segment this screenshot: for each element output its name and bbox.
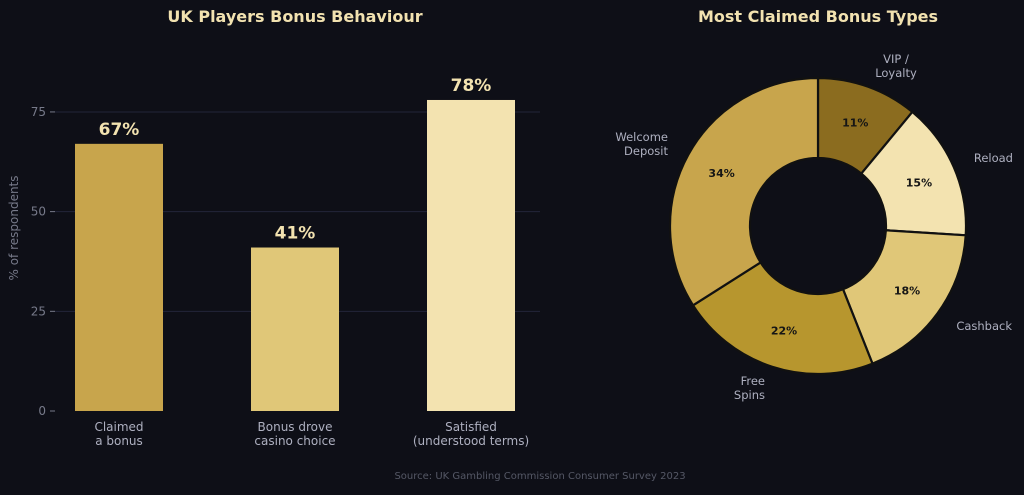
source-note: Source: UK Gambling Commission Consumer … — [394, 471, 685, 482]
donut-slice-3 — [841, 229, 967, 366]
x-tick-label-2-line-2: casino choice — [254, 434, 335, 448]
donut-percent-label-4: 22% — [771, 325, 797, 338]
y-tick-label-75: 75 — [31, 105, 46, 119]
bar-2 — [251, 247, 339, 411]
y-tick-label-0: 0 — [38, 404, 46, 418]
donut-chart-title: Most Claimed Bonus Types — [698, 7, 938, 26]
x-tick-label-1-line-2: a bonus — [95, 434, 143, 448]
donut-chart-percent-labels: 11% 15% 18% 22% 34% — [708, 117, 932, 338]
bar-chart-y-ticks: 0 25 50 75 — [31, 105, 55, 418]
bar-data-label-3: 78% — [451, 76, 492, 96]
x-tick-label-1-line-1: Claimed — [94, 420, 143, 434]
bar-chart-title: UK Players Bonus Behaviour — [167, 7, 422, 26]
bar-chart-data-labels: 67% 41% 78% — [99, 76, 492, 244]
donut-slice-label-3-line-1: Cashback — [956, 319, 1012, 333]
x-tick-label-3-line-2: (understood terms) — [413, 434, 529, 448]
donut-percent-label-2: 15% — [906, 176, 932, 189]
x-tick-label-2-line-1: Bonus drove — [258, 420, 333, 434]
donut-chart: Most Claimed Bonus Types 11% 15% 18% 22% 34%… — [615, 7, 1013, 402]
donut-slice-label-5-line-2: Deposit — [624, 144, 668, 158]
donut-slice-4 — [691, 260, 874, 376]
x-tick-label-3-line-1: Satisfied — [445, 420, 497, 434]
bar-3 — [427, 99, 515, 411]
donut-slice-label-2-line-1: Reload — [974, 151, 1013, 165]
donut-slice-label-5-line-1: Welcome — [615, 130, 668, 144]
y-tick-label-25: 25 — [31, 304, 46, 318]
donut-slice-label-4-line-2: Spins — [734, 388, 765, 402]
bar-chart-y-axis-label: % of respondents — [7, 175, 21, 280]
donut-percent-label-5: 34% — [708, 167, 734, 180]
y-tick-label-50: 50 — [31, 205, 46, 219]
donut-chart-slices — [668, 76, 968, 376]
donut-slice-5 — [668, 76, 820, 307]
donut-percent-label-1: 11% — [842, 117, 868, 130]
donut-slice-label-1-line-2: Loyalty — [875, 66, 917, 80]
donut-slice-label-1-line-1: VIP / — [883, 52, 909, 66]
bar-data-label-2: 41% — [275, 224, 316, 244]
bar-1 — [75, 143, 163, 411]
donut-slice-label-4-line-1: Free — [741, 374, 765, 388]
bar-chart: UK Players Bonus Behaviour % of responde… — [7, 7, 540, 448]
bar-data-label-1: 67% — [99, 120, 140, 140]
donut-percent-label-3: 18% — [894, 285, 920, 298]
bar-chart-bars — [75, 99, 515, 411]
